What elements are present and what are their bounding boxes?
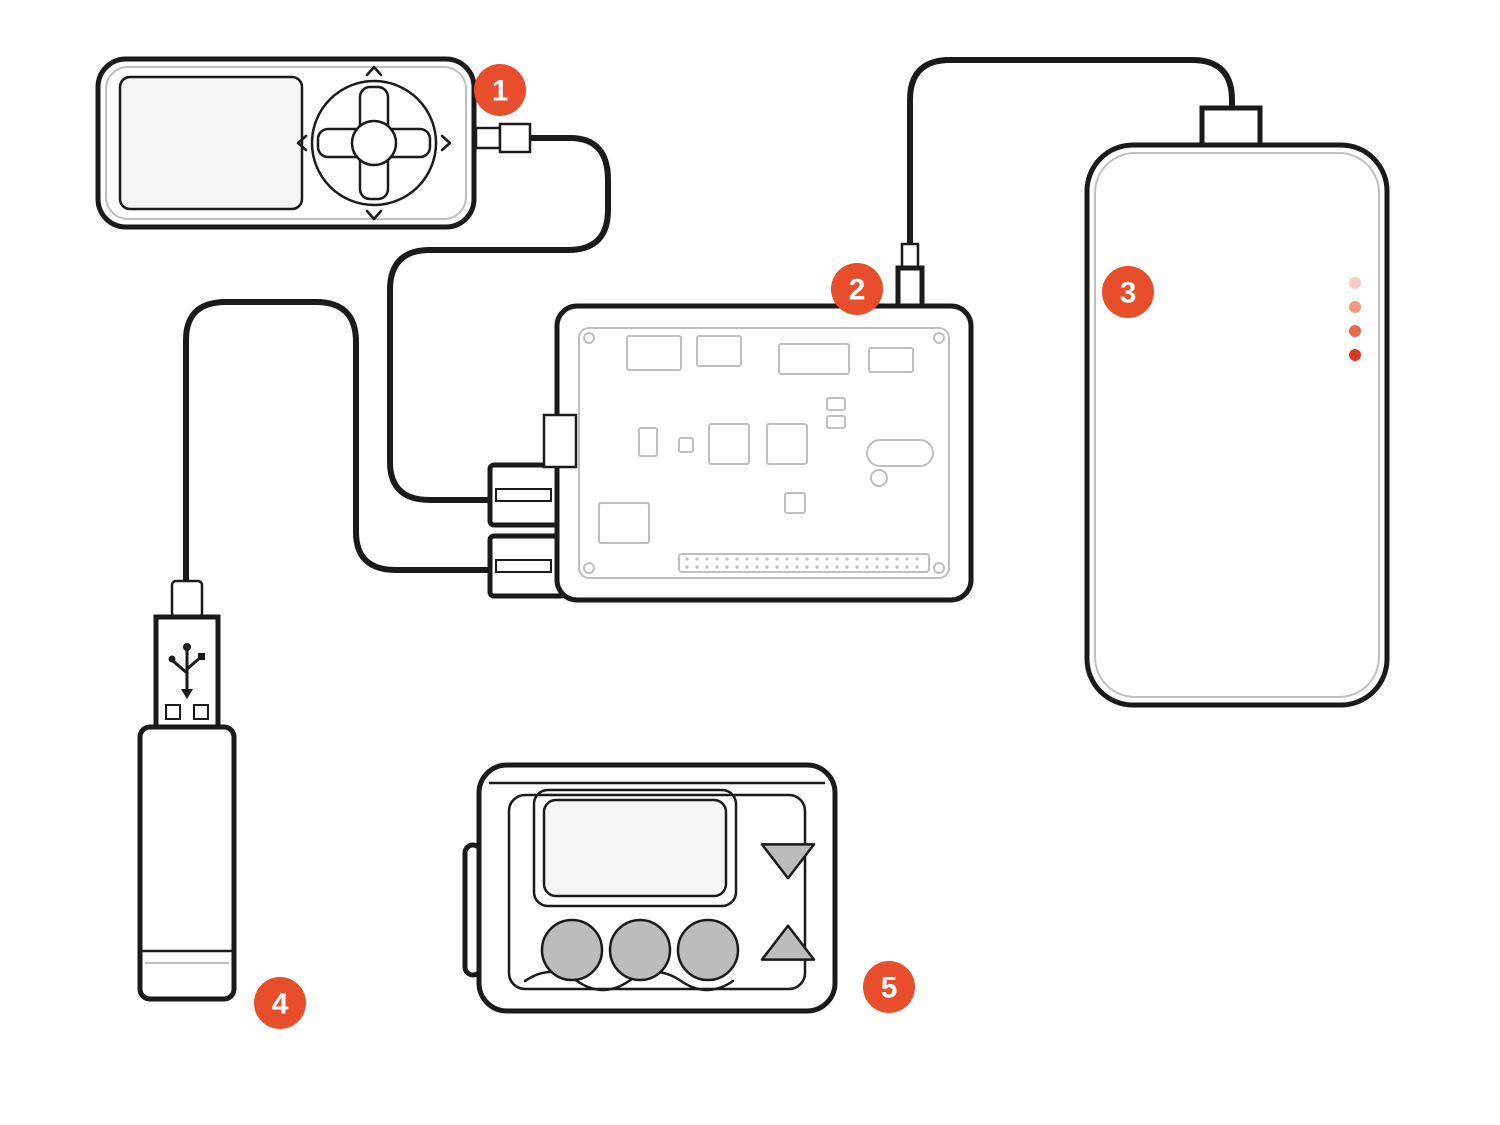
power-led-4 (1349, 349, 1361, 361)
pump-button-2 (610, 920, 670, 980)
raspberry-pi (490, 268, 971, 600)
pump-button-1 (542, 920, 602, 980)
power-led-1 (1349, 277, 1361, 289)
diagram-canvas: 1 2 3 4 5 (0, 0, 1500, 1125)
power-led-2 (1349, 301, 1361, 313)
badge-label: 4 (272, 988, 289, 1021)
plug-receiver (476, 128, 500, 148)
badge-2: 2 (831, 263, 883, 315)
badge-label: 3 (1120, 277, 1137, 310)
plug-receiver-sleeve (500, 124, 530, 152)
cgm-receiver (98, 59, 474, 227)
usb-radio-stick (140, 581, 234, 999)
insulin-pump (465, 765, 835, 1011)
receiver-screen (120, 77, 302, 209)
badge-label: 5 (881, 972, 898, 1005)
badge-5: 5 (863, 961, 915, 1013)
badge-1: 1 (474, 64, 526, 116)
badge-label: 1 (492, 75, 509, 108)
badge-4: 4 (254, 977, 306, 1029)
pi-sd-card (544, 415, 576, 467)
badge-3: 3 (1102, 266, 1154, 318)
pi-usb-port-1 (490, 536, 565, 596)
pump-screen (544, 800, 726, 896)
badge-label: 2 (849, 274, 866, 307)
pump-button-3 (678, 920, 738, 980)
cable-stick-to-pi (186, 302, 488, 612)
power-bank (1087, 108, 1387, 705)
power-led-3 (1349, 325, 1361, 337)
pi-usb-port-0 (490, 465, 565, 525)
